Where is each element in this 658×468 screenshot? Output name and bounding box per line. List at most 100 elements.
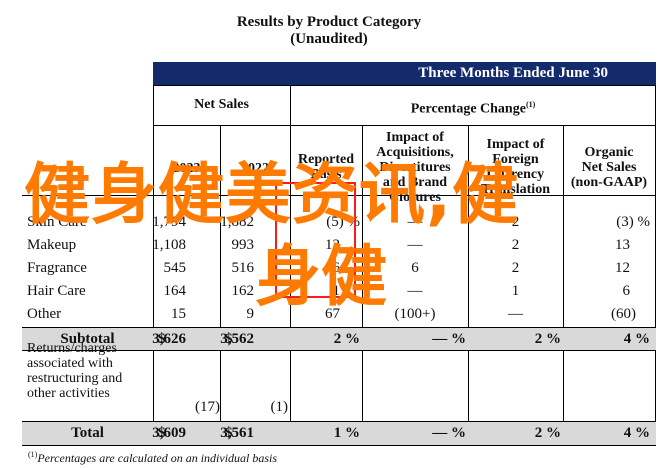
cell-divestitures: (100+) bbox=[394, 306, 436, 322]
row-label: Hair Care bbox=[27, 283, 86, 299]
header-line: and Brand bbox=[382, 175, 448, 190]
table-rule bbox=[362, 125, 363, 445]
col-fx-header: Impact of Foreign Currency Translation bbox=[468, 137, 563, 197]
cell-2022: 1,882 bbox=[220, 214, 254, 230]
cell-fx: 2 % bbox=[534, 425, 561, 441]
report-title: Results by Product Category bbox=[236, 14, 422, 30]
total-row: Total $ 3,609 $ 3,561 1 % — % 2 % 4 % bbox=[22, 422, 656, 445]
cell-organic: (3) % bbox=[616, 214, 650, 230]
dollar-sign: $ bbox=[158, 425, 166, 441]
header-line: Closures bbox=[389, 190, 441, 205]
table-rule bbox=[563, 125, 564, 445]
cell-2022: (1) bbox=[270, 399, 289, 415]
header-line: Net Sales bbox=[581, 160, 637, 175]
header-line: Foreign bbox=[492, 152, 539, 167]
header-line: Acquisitions, bbox=[376, 145, 454, 160]
highlight-box bbox=[275, 182, 356, 298]
cell-divestitures: — bbox=[407, 237, 423, 253]
cell-2023: 1,794 bbox=[152, 214, 186, 230]
cell-divestitures: — bbox=[407, 283, 423, 299]
table-row: Skin Care 1,794 1,882 (5) % — 2 (3) % bbox=[22, 211, 656, 234]
col-organic-header: Organic Net Sales (non-GAAP) bbox=[563, 145, 655, 190]
table-rule bbox=[153, 85, 154, 445]
header-line: Impact of bbox=[486, 137, 545, 152]
cell-divestitures: 6 bbox=[411, 260, 419, 276]
row-label: Other bbox=[27, 306, 62, 322]
row-label: Makeup bbox=[27, 237, 77, 253]
cell-divestitures: — % bbox=[432, 425, 466, 441]
table-rule bbox=[153, 85, 656, 86]
label-line: other activities bbox=[27, 386, 110, 401]
header-line: Impact of bbox=[386, 130, 444, 145]
cell-2023: 164 bbox=[163, 283, 187, 299]
cell-fx: 2 bbox=[511, 214, 520, 230]
header-line: (non-GAAP) bbox=[570, 175, 648, 190]
table-rule bbox=[153, 125, 656, 126]
table-rule bbox=[655, 85, 656, 445]
table-rule bbox=[468, 125, 469, 445]
results-table: Net Sales Percentage Change(1) 2023 2022… bbox=[22, 85, 656, 446]
cell-reported: (5) % bbox=[326, 214, 360, 230]
cell-2023: (17) bbox=[195, 399, 220, 415]
cell-organic: 4 % bbox=[623, 331, 650, 347]
watermark-text-continued: 身健 bbox=[255, 238, 387, 315]
cell-reported: 12 bbox=[325, 237, 340, 253]
cell-organic: (60) bbox=[611, 306, 636, 322]
cell-2023: 15 bbox=[171, 306, 186, 322]
header-line: Translation bbox=[481, 182, 550, 197]
footnote: (1)Percentages are calculated on an indi… bbox=[28, 446, 277, 467]
table-rule bbox=[22, 350, 656, 351]
cell-2023: 3,626 bbox=[152, 331, 186, 347]
cell-fx: 1 bbox=[511, 283, 520, 299]
period-banner: Three Months Ended June 30 bbox=[153, 62, 656, 85]
col-2023-header: 2023 bbox=[172, 161, 201, 176]
footnote-text: Percentages are calculated on an individ… bbox=[37, 451, 278, 465]
cell-fx: — bbox=[508, 306, 523, 322]
cell-reported: 1 % bbox=[333, 425, 360, 441]
dollar-sign: $ bbox=[225, 331, 233, 347]
cell-divestitures: — % bbox=[432, 331, 466, 347]
header-line: Currency bbox=[486, 167, 545, 182]
cell-fx: 2 % bbox=[534, 331, 561, 347]
cell-fx: 2 bbox=[511, 260, 520, 276]
header-line: Divestitures bbox=[379, 160, 451, 175]
header-line: Reported bbox=[298, 152, 354, 167]
cell-2023: 3,609 bbox=[152, 425, 186, 441]
table-row: Makeup 1,108 993 12 — 2 13 bbox=[22, 234, 656, 257]
subtotal-label: Subtotal bbox=[60, 331, 115, 347]
cell-reported: 6 bbox=[332, 260, 341, 276]
cell-2022: 9 bbox=[246, 306, 255, 322]
label-line: associated with bbox=[27, 356, 113, 371]
col-divestitures-header: Impact of Acquisitions, Divestitures and… bbox=[362, 130, 468, 205]
percentage-change-header: Percentage Change(1) bbox=[290, 97, 656, 117]
cell-2022: 3,562 bbox=[220, 331, 254, 347]
cell-organic: 13 bbox=[615, 237, 630, 253]
net-sales-header: Net Sales bbox=[194, 97, 249, 112]
cell-2022: 993 bbox=[231, 237, 255, 253]
footnote-marker: (1) bbox=[525, 100, 536, 109]
restructuring-row: (17) (1) bbox=[22, 396, 656, 419]
total-label: Total bbox=[71, 425, 104, 441]
col-2022-header: 2022 bbox=[241, 161, 269, 176]
dollar-sign: $ bbox=[158, 331, 166, 347]
cell-2022: 3,561 bbox=[220, 425, 254, 441]
table-rule bbox=[22, 421, 656, 422]
header-line: Organic bbox=[584, 145, 634, 160]
percentage-change-label: Percentage Change bbox=[410, 101, 526, 117]
table-rule bbox=[22, 195, 656, 196]
cell-reported: 2 % bbox=[333, 331, 360, 347]
cell-organic: 6 bbox=[622, 283, 631, 299]
report-subtitle: (Unaudited) bbox=[290, 31, 368, 47]
table-row: Fragrance 545 516 6 6 2 12 bbox=[22, 257, 656, 280]
cell-fx: 2 bbox=[511, 237, 520, 253]
table-row: Hair Care 164 162 1 — 1 6 bbox=[22, 280, 656, 303]
label-line: Returns/charges bbox=[27, 341, 117, 356]
subtotal-row: Subtotal $ 3,626 $ 3,562 2 % — % 2 % 4 % bbox=[22, 328, 656, 350]
row-label: Fragrance bbox=[27, 260, 87, 276]
table-rule bbox=[22, 445, 656, 446]
table-row: Other 15 9 67 (100+) — (60) bbox=[22, 303, 656, 326]
restructuring-label: Returns/charges associated with restruct… bbox=[27, 341, 157, 401]
table-rule bbox=[220, 125, 221, 445]
label-line: restructuring and bbox=[27, 371, 123, 386]
cell-organic: 12 bbox=[615, 260, 630, 276]
